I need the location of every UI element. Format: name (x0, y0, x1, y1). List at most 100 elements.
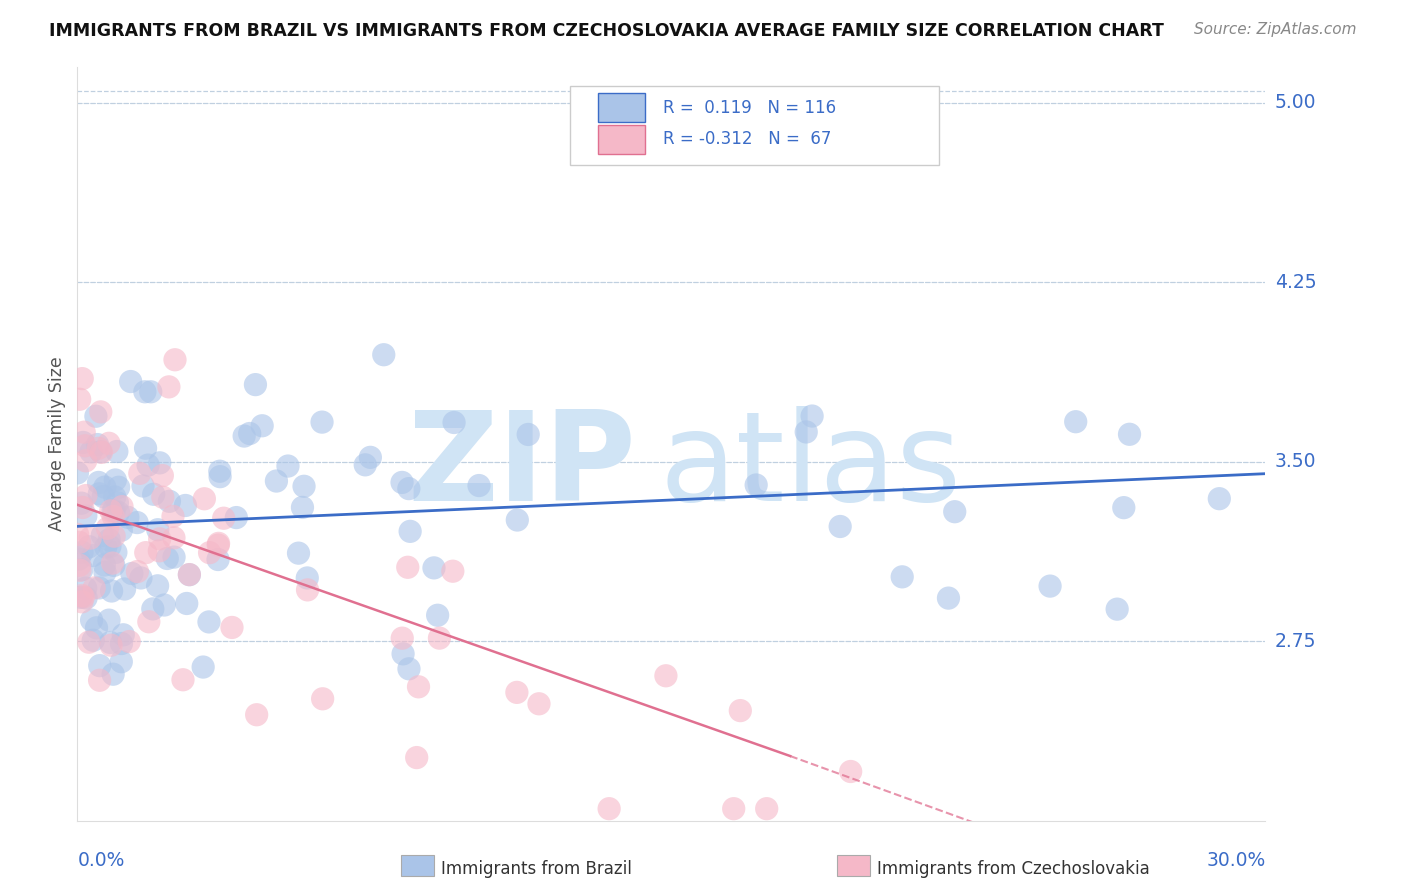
Point (98, 635, 121, 649)
Point (441, 564, 464, 578)
Point (391, 631, 413, 645)
Point (98, 533, 121, 547)
Point (398, 662, 420, 676)
Point (87, 442, 110, 456)
Point (94, 540, 117, 554)
Point (730, 704, 752, 718)
Point (127, 565, 149, 579)
Text: 4.25: 4.25 (1275, 273, 1316, 292)
Point (104, 490, 127, 504)
Point (84, 409, 107, 424)
Point (221, 620, 243, 634)
FancyBboxPatch shape (571, 86, 939, 165)
Point (354, 458, 377, 472)
Point (138, 615, 160, 629)
Point (67, 552, 90, 566)
Point (1064, 415, 1087, 429)
Point (517, 427, 540, 442)
Point (405, 750, 427, 764)
Point (134, 384, 156, 399)
Point (1208, 491, 1230, 506)
Text: ZIP: ZIP (406, 406, 636, 527)
Point (157, 494, 180, 508)
Point (94, 566, 117, 580)
Point (142, 602, 165, 616)
Point (225, 510, 247, 524)
Point (121, 566, 143, 581)
Point (311, 415, 333, 429)
Point (250, 418, 273, 433)
Point (408, 680, 430, 694)
Point (100, 638, 122, 652)
Point (103, 529, 125, 543)
Point (429, 631, 451, 645)
Point (86, 621, 108, 635)
Point (82, 549, 104, 563)
Point (146, 523, 169, 537)
Point (103, 503, 125, 517)
Point (207, 536, 229, 550)
Point (468, 478, 491, 492)
Point (297, 582, 319, 597)
Point (277, 458, 299, 473)
Point (104, 473, 127, 487)
Point (77, 540, 100, 554)
Point (97, 436, 120, 450)
Point (209, 469, 232, 483)
Point (69, 558, 91, 573)
Point (1039, 579, 1062, 593)
Text: Source: ZipAtlas.com: Source: ZipAtlas.com (1194, 22, 1357, 37)
Point (239, 426, 262, 441)
Point (163, 352, 186, 367)
Point (69, 591, 91, 605)
Point (287, 546, 309, 560)
Point (1107, 602, 1129, 616)
Point (86, 437, 108, 451)
Point (311, 691, 333, 706)
Point (72, 435, 94, 450)
Point (118, 634, 141, 648)
Text: 5.00: 5.00 (1275, 94, 1316, 112)
Point (70, 371, 93, 385)
Point (156, 551, 179, 566)
Point (938, 591, 960, 606)
Point (174, 499, 197, 513)
Point (176, 597, 198, 611)
Point (80, 613, 103, 627)
Point (801, 409, 824, 423)
Point (110, 636, 132, 650)
Point (128, 467, 150, 481)
Point (153, 598, 176, 612)
Point (136, 458, 159, 472)
Point (598, 802, 620, 816)
Point (172, 673, 194, 687)
Point (66, 527, 89, 541)
Point (233, 429, 256, 443)
Point (96, 521, 118, 535)
Point (396, 560, 419, 574)
Point (943, 505, 966, 519)
Text: 0.0%: 0.0% (77, 851, 125, 870)
Point (149, 532, 172, 546)
Point (80, 445, 103, 459)
Point (297, 571, 319, 585)
Point (70, 563, 93, 577)
Point (1118, 427, 1140, 442)
Point (70, 496, 93, 510)
Point (398, 482, 420, 496)
Point (107, 506, 129, 520)
Point (91, 490, 114, 504)
Point (72, 500, 94, 515)
Point (212, 511, 235, 525)
Point (179, 567, 201, 582)
Point (89, 581, 111, 595)
Y-axis label: Average Family Size: Average Family Size (48, 357, 66, 531)
Point (359, 450, 381, 465)
Point (111, 500, 134, 514)
Point (208, 464, 231, 478)
Point (426, 608, 449, 623)
Point (112, 628, 135, 642)
Point (207, 552, 229, 566)
FancyBboxPatch shape (598, 94, 645, 122)
Point (89, 658, 111, 673)
